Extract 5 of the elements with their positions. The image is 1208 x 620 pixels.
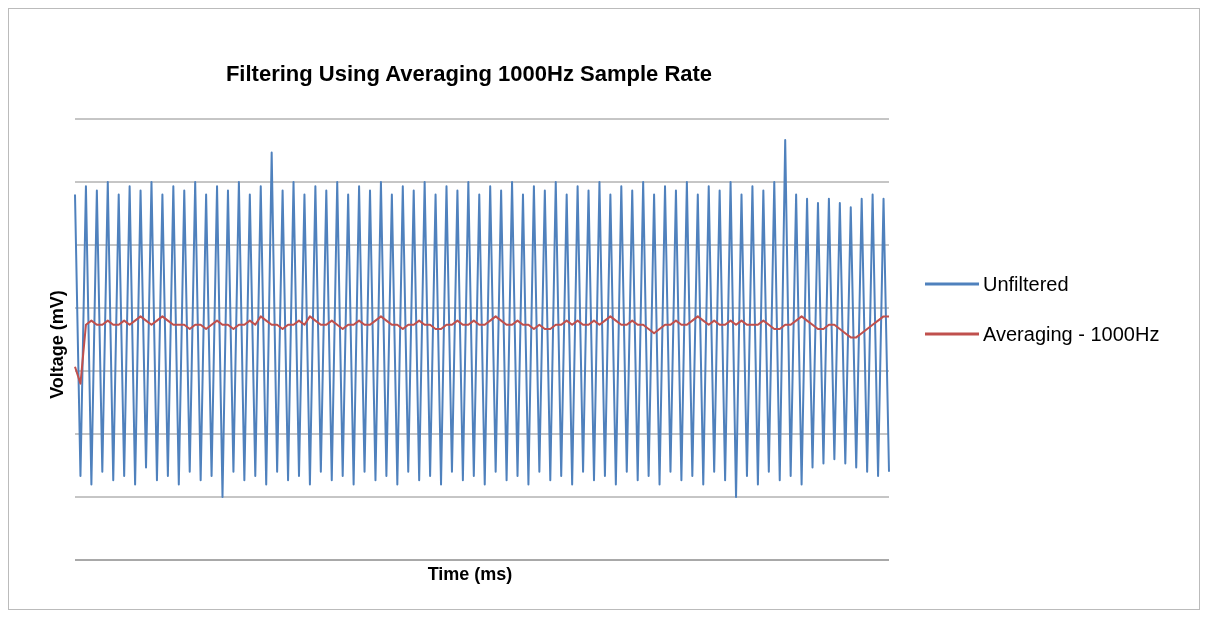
x-axis-title: Time (ms): [426, 564, 514, 585]
legend-label: Unfiltered: [983, 272, 1069, 296]
y-axis-title: Voltage (mV): [46, 289, 68, 401]
legend-label: Averaging - 1000Hz: [983, 322, 1160, 346]
chart-title: Filtering Using Averaging 1000Hz Sample Rate: [224, 61, 714, 87]
